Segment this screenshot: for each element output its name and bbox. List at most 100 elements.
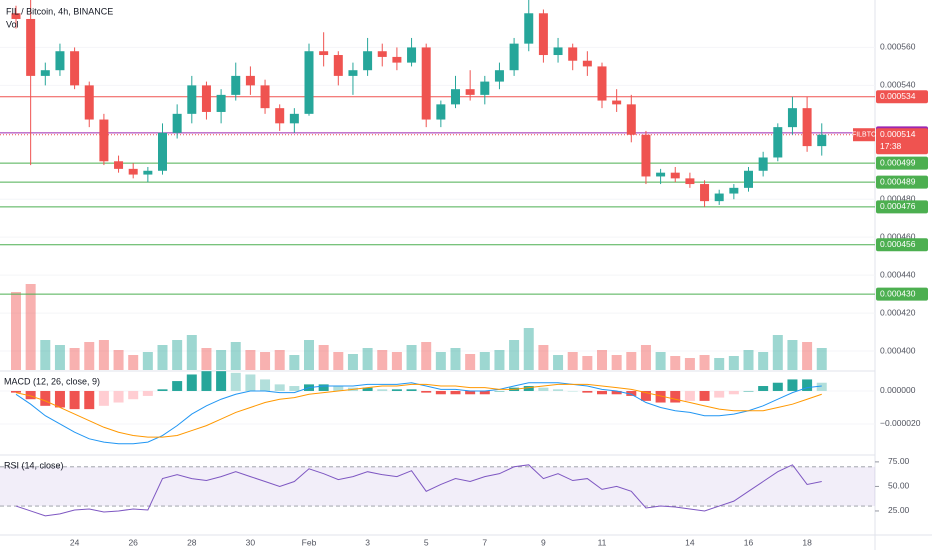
- volume-bar: [230, 342, 241, 370]
- volume-bar: [157, 345, 168, 370]
- macd-histogram-bar: [743, 390, 754, 392]
- volume-bar: [465, 354, 476, 370]
- x-tick-label: 11: [598, 537, 607, 547]
- candle-body: [524, 13, 534, 44]
- candle-body: [187, 85, 197, 114]
- macd-histogram-bar: [640, 390, 651, 401]
- candle-body: [597, 66, 607, 101]
- candle-body: [685, 178, 695, 185]
- level-label: 0.000489: [880, 176, 916, 186]
- macd-histogram-bar: [69, 390, 80, 410]
- volume-bar: [582, 356, 593, 370]
- candle-body: [70, 51, 80, 86]
- macd-histogram-bar: [391, 389, 402, 391]
- y-tick-label: 0.000480: [880, 193, 916, 203]
- macd-histogram-bar: [245, 374, 256, 391]
- macd-histogram-bar: [772, 382, 783, 391]
- level-tag: [876, 175, 928, 189]
- macd-histogram-bar: [142, 390, 153, 396]
- volume-bar: [347, 354, 358, 370]
- y-tick-label: 0.000540: [880, 80, 916, 90]
- volume-bar: [802, 342, 813, 370]
- level-label: 0.000430: [880, 288, 916, 298]
- macd-histogram-bar: [655, 390, 666, 403]
- candle-body: [553, 47, 563, 56]
- volume-bar: [450, 348, 461, 370]
- candle-body: [348, 70, 358, 76]
- macd-histogram-bar: [289, 386, 300, 391]
- macd-histogram-bar: [333, 386, 344, 391]
- y-tick-label: −0.000020: [880, 418, 921, 428]
- volume-bar: [201, 348, 212, 370]
- macd-histogram-bar: [113, 390, 124, 403]
- macd-histogram-bar: [40, 390, 51, 406]
- x-tick-label: 26: [128, 537, 138, 547]
- candle-body: [773, 127, 783, 158]
- chart-title: FIL / Bitcoin, 4h, BINANCE: [6, 6, 113, 16]
- macd-histogram-bar: [11, 390, 21, 393]
- candle-body: [568, 47, 578, 61]
- y-tick-label: 0.000400: [880, 345, 916, 355]
- candle-body: [612, 100, 622, 105]
- candle-body: [158, 132, 167, 171]
- candle-body: [55, 51, 65, 71]
- macd-histogram-bar: [597, 390, 607, 395]
- volume-bar: [509, 340, 520, 370]
- level-tag: [876, 156, 928, 170]
- macd-histogram-bar: [186, 374, 197, 391]
- macd-histogram-bar: [670, 390, 681, 403]
- candle-body: [656, 172, 666, 177]
- candle-body: [700, 184, 710, 202]
- macd-histogram-bar: [479, 390, 490, 395]
- macd-histogram-bar: [98, 390, 109, 406]
- macd-histogram-bar: [54, 390, 65, 408]
- macd-histogram-bar: [787, 379, 798, 391]
- macd-histogram-bar: [216, 371, 227, 391]
- volume-bar: [640, 345, 651, 370]
- volume-bar: [172, 340, 183, 370]
- level-label: 0.000499: [880, 157, 916, 167]
- candle-body: [451, 89, 460, 105]
- x-tick-label: 28: [187, 537, 197, 547]
- volume-bar: [25, 284, 36, 370]
- macd-histogram-bar: [230, 372, 241, 391]
- plot: [0, 0, 875, 517]
- candle-body: [626, 104, 636, 135]
- volume-title: Vol: [6, 19, 19, 29]
- level-tag: [876, 287, 928, 301]
- volume-bar: [142, 352, 153, 370]
- macd-histogram-bar: [157, 389, 168, 391]
- candle-body: [40, 70, 50, 76]
- macd-histogram-bar: [318, 384, 329, 391]
- volume-bar: [421, 342, 432, 370]
- level-tag: [876, 238, 928, 252]
- volume-bar: [714, 358, 725, 370]
- symbol-label: FILBTC: [852, 132, 876, 139]
- x-tick-label: 14: [685, 537, 695, 547]
- candle-body: [480, 81, 490, 95]
- macd-histogram-bar: [553, 389, 564, 391]
- volume-bar: [626, 352, 637, 370]
- volume-bar: [391, 352, 402, 370]
- macd-histogram-bar: [567, 390, 578, 392]
- y-tick-label: 25.00: [888, 505, 910, 515]
- y-tick-label: 0.000000: [880, 385, 916, 395]
- macd-histogram-bar: [684, 390, 695, 401]
- candle-body: [817, 134, 827, 147]
- macd-histogram-bar: [626, 390, 637, 396]
- candle-body: [509, 43, 519, 71]
- volume-bar: [216, 350, 227, 370]
- volume-bar: [11, 292, 21, 370]
- x-tick-label: 16: [744, 537, 754, 547]
- volume-bar: [699, 355, 710, 370]
- macd-line: [15, 383, 822, 438]
- candle-body: [201, 85, 211, 112]
- volume-bar: [479, 352, 490, 370]
- last-price-tag: [876, 128, 928, 155]
- macd-histogram-bar: [435, 390, 446, 395]
- volume-bar: [611, 355, 622, 370]
- candle-body: [538, 13, 548, 56]
- volume-bar: [406, 345, 417, 370]
- macd-histogram-bar: [260, 379, 271, 391]
- macd-histogram-bar: [421, 390, 432, 393]
